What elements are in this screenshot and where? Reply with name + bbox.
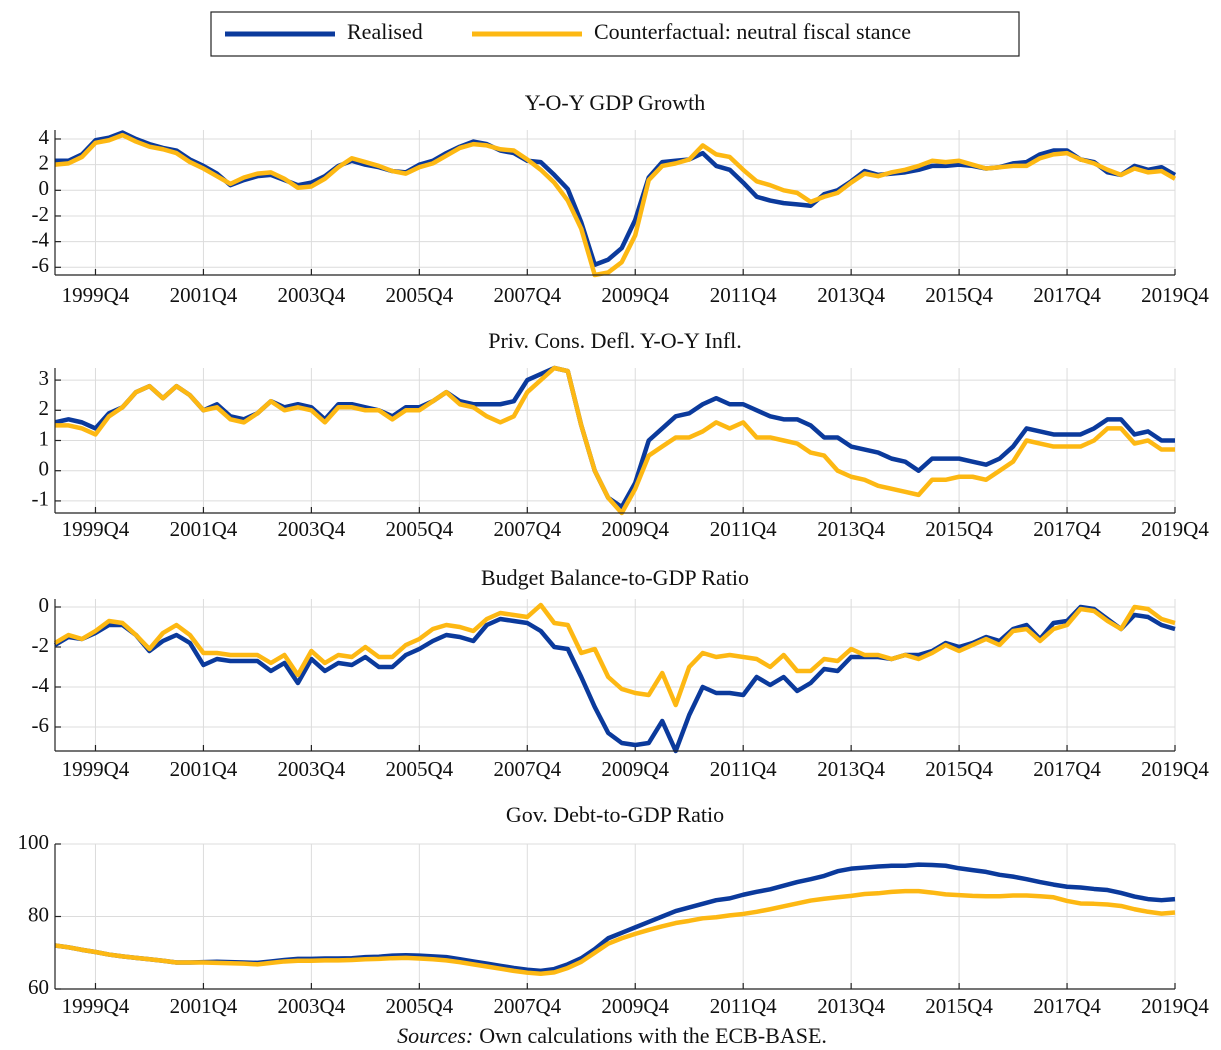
series-line [54, 888, 1176, 977]
y-tick-label: -6 [32, 253, 50, 277]
legend-label: Counterfactual: neutral fiscal stance [594, 19, 911, 44]
x-tick-label: 2017Q4 [1033, 283, 1101, 307]
x-tick-label: 2017Q4 [1033, 517, 1101, 541]
y-tick-label: 1 [39, 426, 50, 450]
x-tick-label: 2019Q4 [1141, 757, 1209, 781]
y-tick-label: 2 [39, 396, 50, 420]
legend: Realised Counterfactual: neutral fiscal s… [210, 11, 1020, 57]
x-tick-label: 2007Q4 [493, 757, 561, 781]
y-tick-label: -2 [32, 202, 50, 226]
x-tick-label: 2009Q4 [601, 757, 669, 781]
y-tick-label: -4 [32, 227, 50, 251]
y-tick-label: 2 [39, 150, 50, 174]
x-tick-label: 2011Q4 [710, 517, 777, 541]
x-tick-label: 2003Q4 [278, 757, 346, 781]
panel-title: Budget Balance-to-GDP Ratio [481, 565, 749, 590]
x-tick-label: 1999Q4 [62, 994, 130, 1018]
series-line [53, 604, 1176, 754]
y-tick-label: -4 [32, 673, 50, 697]
x-tick-label: 2017Q4 [1033, 757, 1101, 781]
x-tick-label: 2017Q4 [1033, 994, 1101, 1018]
x-tick-label: 1999Q4 [62, 517, 130, 541]
x-tick-label: 2015Q4 [925, 757, 993, 781]
series-line [54, 132, 1177, 278]
x-tick-label: 2005Q4 [386, 757, 454, 781]
y-tick-label: -1 [32, 487, 50, 511]
x-tick-label: 2005Q4 [386, 994, 454, 1018]
panel-title: Gov. Debt-to-GDP Ratio [506, 802, 724, 827]
y-tick-label: 0 [39, 176, 50, 200]
x-tick-label: 2005Q4 [386, 517, 454, 541]
x-tick-label: 2003Q4 [278, 994, 346, 1018]
y-tick-label: 60 [28, 975, 49, 999]
x-tick-label: 2009Q4 [601, 517, 669, 541]
x-tick-label: 2015Q4 [925, 517, 993, 541]
x-tick-label: 2019Q4 [1141, 283, 1209, 307]
y-tick-label: 0 [39, 593, 50, 617]
x-tick-label: 2003Q4 [278, 517, 346, 541]
source-label: Sources: [397, 1023, 473, 1048]
legend-box [210, 11, 1020, 57]
y-tick-label: -6 [32, 713, 50, 737]
x-tick-label: 2011Q4 [710, 283, 777, 307]
x-tick-label: 2001Q4 [170, 757, 238, 781]
y-tick-label: 0 [39, 457, 50, 481]
x-tick-label: 2015Q4 [925, 994, 993, 1018]
x-tick-label: 2007Q4 [493, 517, 561, 541]
x-tick-label: 2013Q4 [817, 283, 885, 307]
x-tick-label: 2013Q4 [817, 757, 885, 781]
panel-title: Y-O-Y GDP Growth [525, 90, 705, 115]
series-line [55, 130, 1177, 267]
x-tick-label: 2013Q4 [817, 517, 885, 541]
y-tick-label: 4 [39, 125, 50, 149]
x-tick-label: 2013Q4 [817, 994, 885, 1018]
series-line [54, 365, 1175, 510]
series-line [53, 602, 1176, 708]
x-tick-label: 2001Q4 [170, 994, 238, 1018]
x-tick-label: 2003Q4 [278, 283, 346, 307]
y-tick-label: 100 [18, 830, 50, 854]
x-tick-label: 2015Q4 [925, 283, 993, 307]
x-tick-label: 2011Q4 [710, 994, 777, 1018]
x-tick-label: 2009Q4 [601, 994, 669, 1018]
x-tick-label: 1999Q4 [62, 283, 130, 307]
y-tick-label: 3 [39, 366, 50, 390]
x-tick-label: 2007Q4 [493, 994, 561, 1018]
y-tick-label: -2 [32, 633, 50, 657]
y-tick-label: 80 [28, 902, 49, 926]
source-note: Sources: Own calculations with the ECB-BA… [397, 1023, 827, 1048]
x-tick-label: 2005Q4 [386, 283, 454, 307]
x-tick-label: 2019Q4 [1141, 517, 1209, 541]
x-tick-label: 2007Q4 [493, 283, 561, 307]
x-tick-label: 1999Q4 [62, 757, 130, 781]
x-tick-label: 2001Q4 [170, 283, 238, 307]
legend-label: Realised [347, 19, 423, 44]
source-text: Own calculations with the ECB-BASE. [479, 1023, 827, 1048]
series-line [54, 862, 1176, 974]
x-tick-label: 2019Q4 [1141, 994, 1209, 1018]
x-tick-label: 2009Q4 [601, 283, 669, 307]
series-line [55, 365, 1175, 516]
x-tick-label: 2001Q4 [170, 517, 238, 541]
panel-title: Priv. Cons. Defl. Y-O-Y Infl. [488, 328, 742, 353]
x-tick-label: 2011Q4 [710, 757, 777, 781]
